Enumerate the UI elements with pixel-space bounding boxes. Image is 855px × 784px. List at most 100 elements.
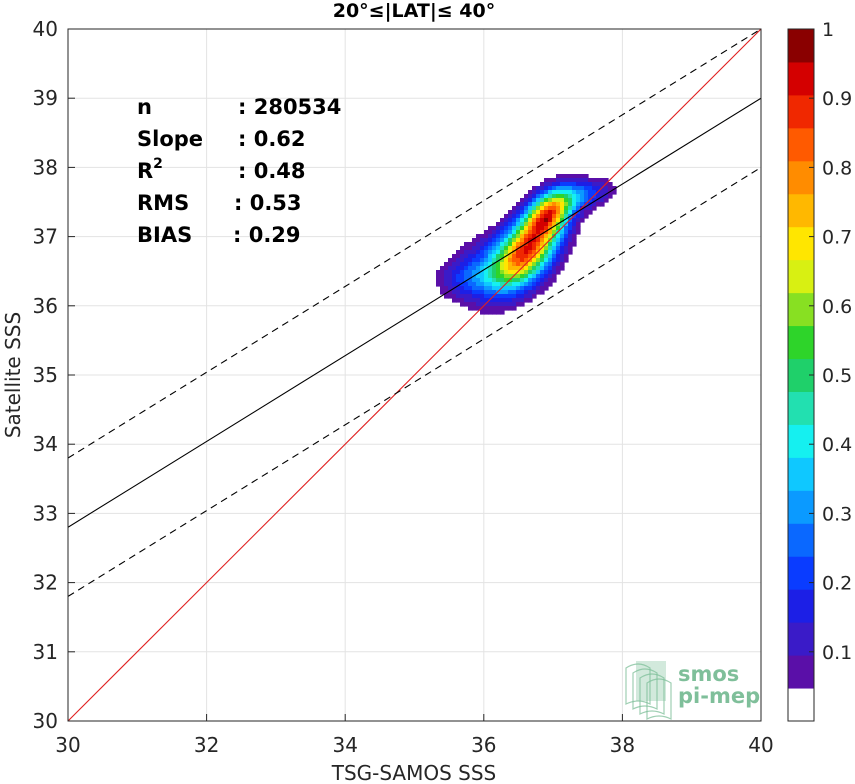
density-cell xyxy=(468,302,473,307)
density-cell xyxy=(572,238,577,243)
density-cell xyxy=(552,182,557,187)
density-cell xyxy=(496,274,501,279)
density-cell xyxy=(524,242,529,247)
colorbar-tick-label: 0.3 xyxy=(822,503,852,525)
density-cell xyxy=(532,282,537,287)
density-cell xyxy=(540,258,545,263)
density-cell xyxy=(576,206,581,211)
colorbar-segment xyxy=(788,325,814,360)
density-cell xyxy=(488,254,493,259)
density-cell xyxy=(464,290,469,295)
density-cell xyxy=(496,306,501,311)
density-cell xyxy=(472,254,477,259)
density-cell xyxy=(528,202,533,207)
density-cell xyxy=(492,270,497,275)
density-cell xyxy=(464,242,469,247)
density-cell xyxy=(596,194,601,199)
density-cell xyxy=(460,274,465,279)
density-cell xyxy=(472,266,477,271)
density-cell xyxy=(488,242,493,247)
density-cell xyxy=(520,258,525,263)
density-cell xyxy=(560,174,565,179)
y-tick-label: 30 xyxy=(33,709,58,733)
colorbar-tick-label: 1 xyxy=(822,19,834,41)
density-cell xyxy=(484,258,489,263)
density-cell xyxy=(556,194,561,199)
density-cell xyxy=(500,234,505,239)
density-cell xyxy=(544,210,549,215)
density-cell xyxy=(564,178,569,183)
density-cell xyxy=(520,290,525,295)
density-cell xyxy=(536,190,541,195)
density-cell xyxy=(488,286,493,291)
density-cell xyxy=(528,190,533,195)
density-cell xyxy=(548,178,553,183)
density-cell xyxy=(488,302,493,307)
density-cell xyxy=(492,298,497,303)
density-cell xyxy=(560,182,565,187)
density-cell xyxy=(500,310,505,315)
colorbar-segment xyxy=(788,688,814,722)
density-cell xyxy=(528,238,533,243)
density-cell xyxy=(528,254,533,259)
density-cell xyxy=(564,194,569,199)
density-cell xyxy=(552,238,557,243)
density-cell xyxy=(504,238,509,243)
density-cell xyxy=(456,262,461,267)
density-cell xyxy=(548,214,553,219)
density-cell xyxy=(556,234,561,239)
density-cell xyxy=(584,186,589,191)
density-cell xyxy=(452,266,457,271)
density-cell xyxy=(464,250,469,255)
density-cell xyxy=(452,278,457,283)
density-cell xyxy=(564,222,569,227)
density-cell xyxy=(572,186,577,191)
density-cell xyxy=(588,178,593,183)
density-cell xyxy=(584,198,589,203)
density-cell xyxy=(532,246,537,251)
density-cell xyxy=(528,214,533,219)
y-axis-ticks: 30 31 32 33 34 35 36 37 38 39 40 xyxy=(33,17,75,733)
colorbar-segment xyxy=(788,457,814,491)
logo-wave-icon xyxy=(639,673,665,715)
colorbar-tick-label: 0.4 xyxy=(822,434,852,456)
density-cell xyxy=(528,250,533,255)
density-cell xyxy=(524,282,529,287)
density-cell xyxy=(508,306,513,311)
density-cell xyxy=(444,262,449,267)
density-cell xyxy=(568,230,573,235)
density-cell xyxy=(576,202,581,207)
density-cell xyxy=(540,290,545,295)
density-cell xyxy=(536,194,541,199)
density-cell xyxy=(540,270,545,275)
density-cell xyxy=(532,206,537,211)
density-cell xyxy=(520,246,525,251)
density-cell xyxy=(572,242,577,247)
density-cell xyxy=(520,282,525,287)
density-cell xyxy=(500,266,505,271)
y-tick-label: 37 xyxy=(33,225,58,249)
density-cell xyxy=(540,182,545,187)
density-cell xyxy=(488,238,493,243)
density-cell xyxy=(544,246,549,251)
density-cell xyxy=(464,246,469,251)
density-cell xyxy=(528,230,533,235)
density-cell xyxy=(484,254,489,259)
density-cell xyxy=(540,186,545,191)
density-cell xyxy=(544,178,549,183)
density-cell xyxy=(520,210,525,215)
density-cell xyxy=(568,198,573,203)
density-cell xyxy=(584,194,589,199)
x-axis-ticks: 30 32 34 36 38 40 xyxy=(55,714,774,757)
density-cell xyxy=(484,306,489,311)
density-cell xyxy=(488,298,493,303)
density-cell xyxy=(516,202,521,207)
stat-label: n xyxy=(137,95,152,119)
density-cell xyxy=(552,274,557,279)
density-cell xyxy=(508,246,513,251)
density-cell xyxy=(540,226,545,231)
density-cell xyxy=(564,250,569,255)
density-cell xyxy=(544,222,549,227)
density-cell xyxy=(492,290,497,295)
density-cell xyxy=(548,262,553,267)
